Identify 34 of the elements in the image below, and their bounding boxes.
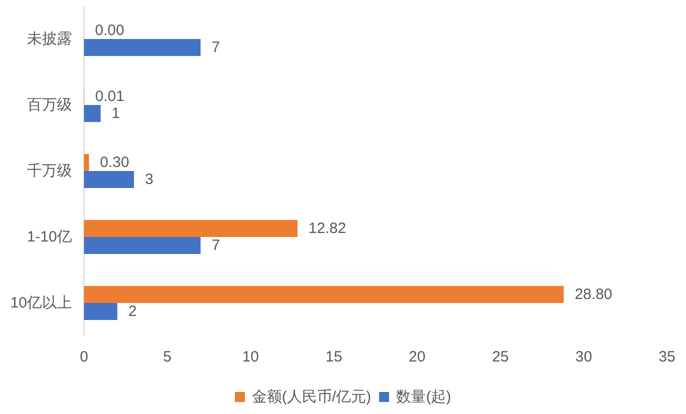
data-label: 2 [128, 303, 137, 320]
data-label: 0.00 [95, 22, 124, 39]
plot: 未披露 百万级 千万级 1-10亿 10亿以上 0 5 10 15 20 25 30 35 0.00 0.01 0.30 12.82 28.80 7 1 3 7 2 [10, 6, 676, 366]
bar [84, 237, 201, 254]
x-tick-label: 20 [408, 348, 426, 366]
data-label: 12.82 [308, 220, 346, 237]
x-tick-label: 35 [658, 348, 676, 366]
x-tick-label: 15 [326, 348, 342, 366]
data-label: 1 [112, 105, 120, 122]
bar [84, 303, 118, 320]
y-tick-label: 千万级 [27, 162, 72, 180]
data-label: 28.80 [574, 286, 612, 303]
bar [84, 154, 89, 171]
bar [84, 105, 101, 122]
data-label: 0.01 [95, 88, 124, 105]
y-tick-label: 1-10亿 [26, 228, 72, 246]
y-tick-label: 百万级 [27, 96, 72, 114]
bar [84, 39, 201, 56]
y-tick-label: 未披露 [27, 30, 72, 48]
x-tick-label: 0 [80, 348, 88, 366]
data-label: 3 [144, 171, 154, 188]
bar [84, 220, 298, 237]
x-tick-label: 30 [575, 348, 592, 366]
data-label: 7 [212, 39, 220, 56]
x-tick-label: 25 [492, 348, 509, 366]
bar [84, 171, 134, 188]
y-tick-label: 10亿以上 [10, 294, 72, 312]
legend-label: 数量(起) [396, 388, 452, 406]
bar [84, 286, 564, 303]
x-tick-label: 10 [242, 348, 259, 366]
x-tick-label: 5 [163, 348, 172, 366]
legend-label: 金额(人民币/亿元) [252, 388, 372, 406]
data-label: 0.30 [100, 154, 130, 171]
data-label: 7 [212, 237, 220, 254]
